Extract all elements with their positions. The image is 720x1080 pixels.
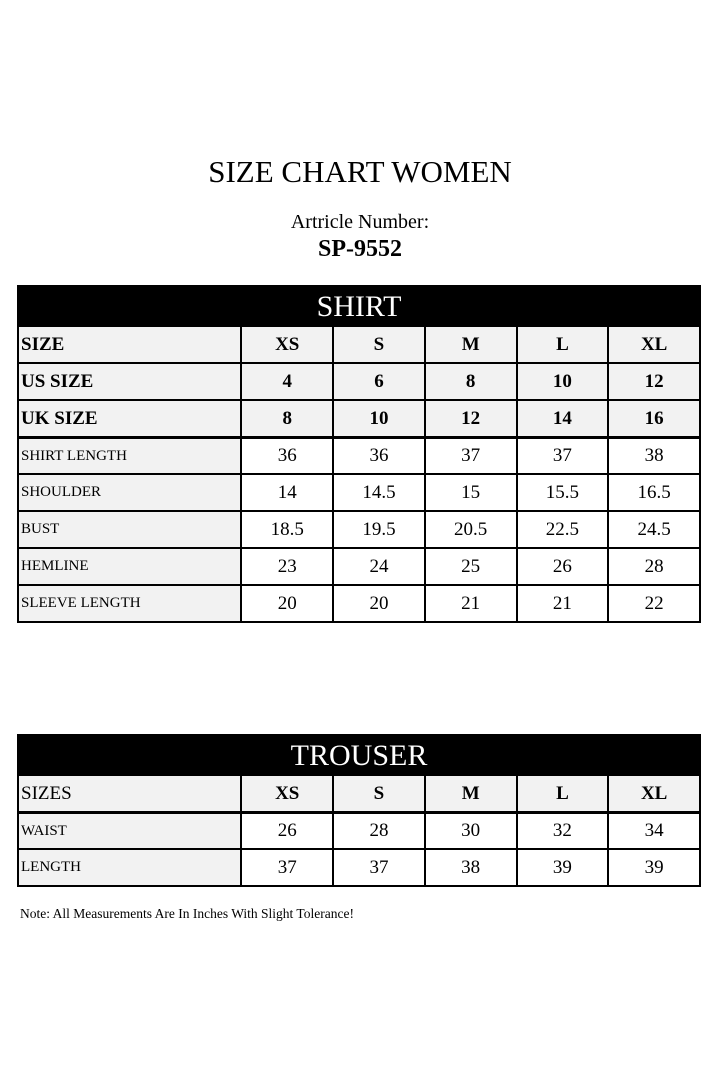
table-cell: 19.5 — [332, 512, 424, 547]
table-cell: 16.5 — [607, 475, 700, 510]
table-row: WAIST 26 28 30 32 34 — [19, 811, 700, 848]
table-cell: 36 — [240, 439, 333, 473]
table-cell: 24.5 — [607, 512, 700, 547]
article-number: SP-9552 — [318, 236, 402, 262]
table-cell: 22 — [607, 586, 700, 621]
shirt-heading: SHIRT — [19, 287, 699, 325]
table-cell: 10 — [515, 364, 608, 399]
table-cell: 37 — [515, 439, 608, 473]
table-row: SHIRT LENGTH 36 36 37 37 38 — [19, 436, 700, 473]
table-cell: 4 — [240, 364, 333, 399]
table-cell: 34 — [607, 814, 700, 848]
table-row: BUST 18.5 19.5 20.5 22.5 24.5 — [19, 510, 700, 547]
row-label: WAIST — [19, 814, 241, 848]
row-label: BUST — [19, 512, 241, 547]
table-cell: 6 — [332, 364, 424, 399]
table-cell: 18.5 — [240, 512, 333, 547]
table-row: SHOULDER 14 14.5 15 15.5 16.5 — [19, 473, 700, 510]
table-cell: 16 — [607, 401, 700, 436]
row-label: US SIZE — [19, 364, 241, 399]
table-cell: 21 — [515, 586, 608, 621]
table-cell: 14 — [515, 401, 608, 436]
page-title: SIZE CHART WOMEN — [208, 154, 512, 189]
shirt-table: SHIRT SIZE XS S M L XL US SIZE 4 6 8 10 12 UK SIZE 8 1… — [17, 285, 701, 623]
table-cell: M — [423, 327, 516, 362]
table-cell: 8 — [240, 401, 333, 436]
table-cell: 20 — [240, 586, 333, 621]
table-cell: M — [423, 776, 516, 811]
table-row: UK SIZE 8 10 12 14 16 — [19, 399, 700, 436]
measurement-note: Note: All Measurements Are In Inches Wit… — [20, 906, 354, 921]
table-cell: 21 — [423, 586, 516, 621]
table-cell: 14 — [240, 475, 333, 510]
table-cell: 36 — [332, 439, 424, 473]
table-cell: 20 — [332, 586, 424, 621]
table-cell: S — [332, 776, 424, 811]
table-cell: 28 — [607, 549, 700, 584]
table-cell: 25 — [423, 549, 516, 584]
row-label: HEMLINE — [19, 549, 241, 584]
table-cell: XS — [240, 776, 333, 811]
table-cell: 38 — [607, 439, 700, 473]
table-cell: 15.5 — [515, 475, 608, 510]
table-cell: 15 — [423, 475, 516, 510]
table-row: LENGTH 37 37 38 39 39 — [19, 848, 700, 885]
table-cell: 23 — [240, 549, 333, 584]
row-label: SHOULDER — [19, 475, 241, 510]
trouser-table: TROUSER SIZES XS S M L XL WAIST 26 28 30 32 34 LENGT… — [17, 734, 701, 887]
table-cell: 30 — [423, 814, 516, 848]
row-label: SIZES — [19, 776, 241, 811]
table-cell: 28 — [332, 814, 424, 848]
table-cell: 38 — [423, 850, 516, 885]
table-cell: 22.5 — [515, 512, 608, 547]
table-cell: 24 — [332, 549, 424, 584]
table-cell: 39 — [515, 850, 608, 885]
table-cell: XL — [607, 776, 700, 811]
table-cell: L — [515, 776, 608, 811]
table-cell: 20.5 — [423, 512, 516, 547]
table-cell: 37 — [240, 850, 333, 885]
table-cell: 14.5 — [332, 475, 424, 510]
table-cell: 37 — [423, 439, 516, 473]
table-cell: 12 — [423, 401, 516, 436]
table-cell: 26 — [240, 814, 333, 848]
table-cell: XL — [607, 327, 700, 362]
table-cell: 39 — [607, 850, 700, 885]
table-cell: 37 — [332, 850, 424, 885]
table-cell: 26 — [515, 549, 608, 584]
row-label: SIZE — [19, 327, 241, 362]
row-label: SHIRT LENGTH — [19, 439, 241, 473]
table-cell: 32 — [515, 814, 608, 848]
table-row: SIZE XS S M L XL — [19, 325, 700, 362]
table-cell: 8 — [423, 364, 516, 399]
table-cell: L — [515, 327, 608, 362]
table-cell: 12 — [607, 364, 700, 399]
table-row: HEMLINE 23 24 25 26 28 — [19, 547, 700, 584]
row-label: SLEEVE LENGTH — [19, 586, 241, 621]
table-row: SLEEVE LENGTH 20 20 21 21 22 — [19, 584, 700, 621]
table-cell: 10 — [332, 401, 424, 436]
table-cell: XS — [240, 327, 333, 362]
article-label: Artricle Number: — [290, 211, 430, 233]
row-label: UK SIZE — [19, 401, 241, 436]
row-label: LENGTH — [19, 850, 241, 885]
table-row: SIZES XS S M L XL — [19, 774, 700, 811]
trouser-heading: TROUSER — [19, 736, 699, 774]
table-cell: S — [332, 327, 424, 362]
table-row: US SIZE 4 6 8 10 12 — [19, 362, 700, 399]
